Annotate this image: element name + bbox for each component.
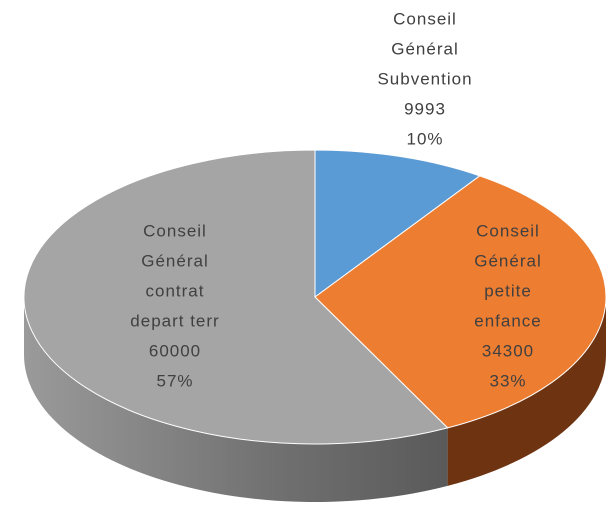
slice-side xyxy=(24,297,448,503)
slice-label: Subvention xyxy=(377,69,472,88)
slice-label: Général xyxy=(474,251,541,270)
slice-label: petite xyxy=(484,281,532,300)
slice-percent: 33% xyxy=(489,371,526,390)
slice-label: Conseil xyxy=(143,221,207,240)
slice-percent: 10% xyxy=(406,129,443,148)
slice xyxy=(314,175,606,429)
slice-label: enfance xyxy=(474,311,542,330)
slice-label: contrat xyxy=(146,281,205,300)
slice-label: Général xyxy=(391,39,458,58)
slice-label: Conseil xyxy=(476,221,540,240)
slice-label: Général xyxy=(141,251,208,270)
slice-value: 34300 xyxy=(482,341,534,360)
slice-percent: 57% xyxy=(156,371,193,390)
slice xyxy=(314,149,481,298)
slice-value: 60000 xyxy=(149,341,201,360)
slice-label: Conseil xyxy=(393,9,457,28)
slice xyxy=(23,149,449,445)
slice-value: 9993 xyxy=(404,99,446,118)
slice-label: depart terr xyxy=(130,311,219,330)
slice-side xyxy=(447,297,606,486)
